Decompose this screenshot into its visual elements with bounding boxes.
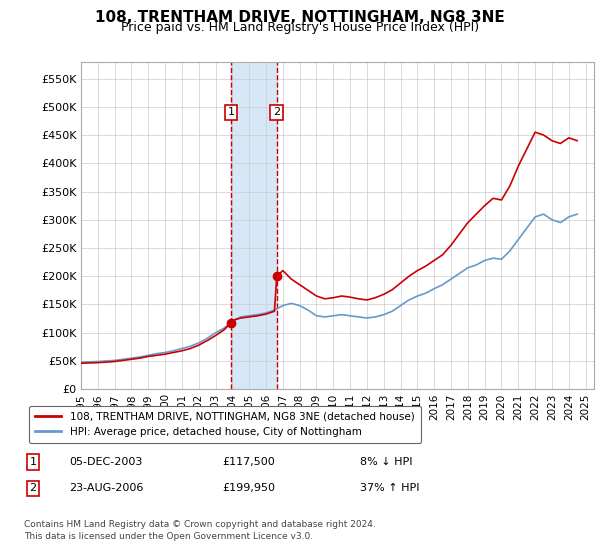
Text: 23-AUG-2006: 23-AUG-2006 [69,483,143,493]
Text: 108, TRENTHAM DRIVE, NOTTINGHAM, NG8 3NE: 108, TRENTHAM DRIVE, NOTTINGHAM, NG8 3NE [95,10,505,25]
Text: This data is licensed under the Open Government Licence v3.0.: This data is licensed under the Open Gov… [24,532,313,541]
Text: Price paid vs. HM Land Registry's House Price Index (HPI): Price paid vs. HM Land Registry's House … [121,21,479,34]
Text: 05-DEC-2003: 05-DEC-2003 [69,457,142,467]
Bar [231,62,277,389]
Text: 1: 1 [227,108,235,118]
Text: £199,950: £199,950 [222,483,275,493]
Text: £117,500: £117,500 [222,457,275,467]
Text: 2: 2 [273,108,280,118]
Text: 8% ↓ HPI: 8% ↓ HPI [360,457,413,467]
Text: 2: 2 [29,483,37,493]
Legend: 108, TRENTHAM DRIVE, NOTTINGHAM, NG8 3NE (detached house), HPI: Average price, d: 108, TRENTHAM DRIVE, NOTTINGHAM, NG8 3NE… [29,405,421,444]
Text: 1: 1 [29,457,37,467]
Text: Contains HM Land Registry data © Crown copyright and database right 2024.: Contains HM Land Registry data © Crown c… [24,520,376,529]
Text: 37% ↑ HPI: 37% ↑ HPI [360,483,419,493]
